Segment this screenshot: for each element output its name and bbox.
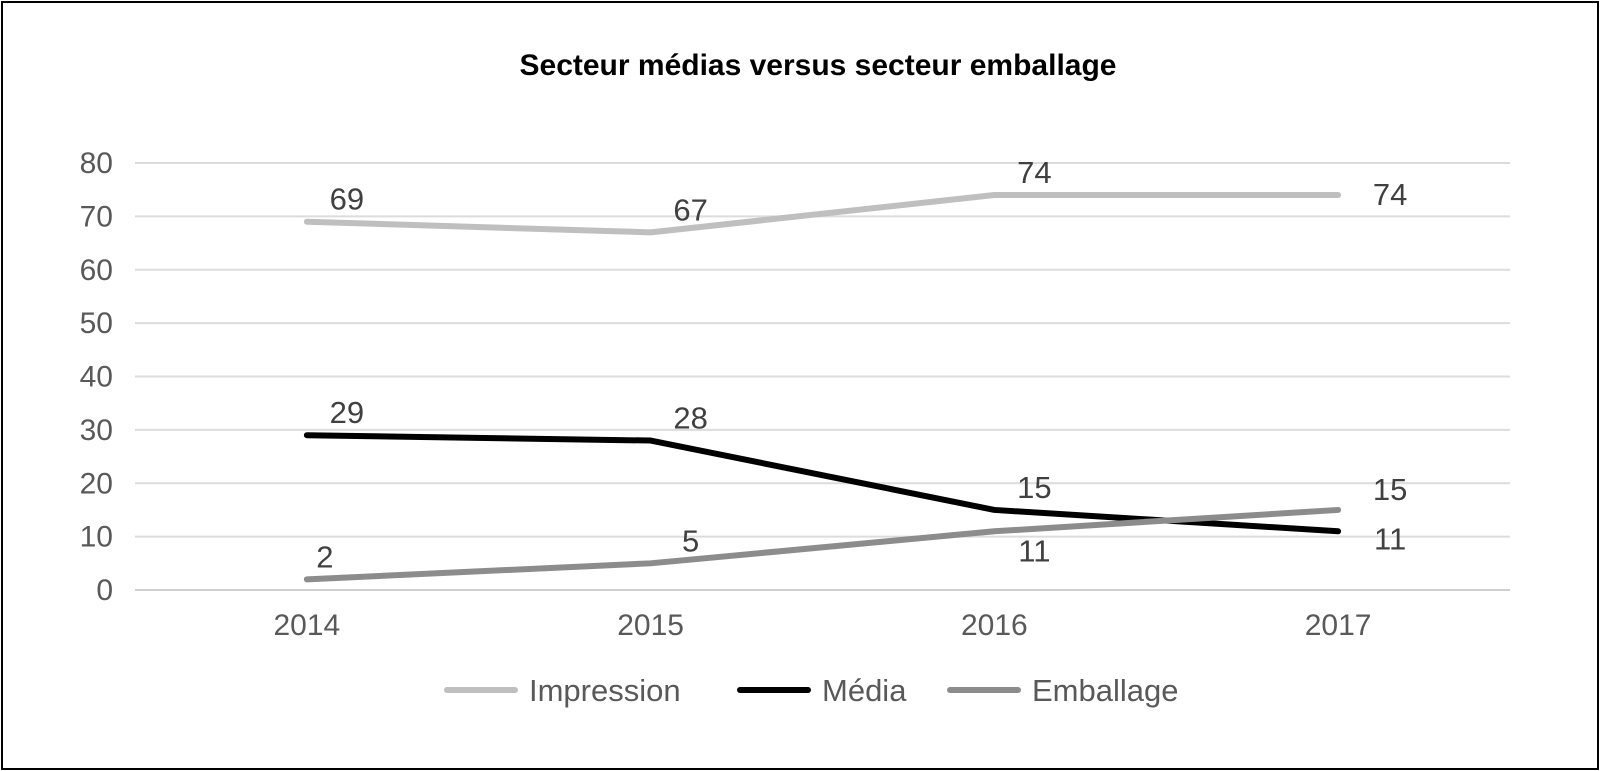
- x-tick-label-2016: 2016: [961, 609, 1028, 642]
- x-tick-label-2017: 2017: [1305, 609, 1372, 642]
- data-label-emballage-2016: 11: [1018, 533, 1050, 568]
- data-label-média-2015: 28: [673, 401, 707, 436]
- data-label-emballage-2017: 15: [1373, 472, 1407, 507]
- gridlines: [135, 162, 1510, 591]
- data-label-emballage-2015: 5: [682, 523, 699, 558]
- series-line-emballage: [303, 506, 1342, 583]
- series-line-impression: [303, 192, 1342, 236]
- data-label-impression-2017: 74: [1373, 177, 1407, 212]
- data-label-média-2016: 15: [1017, 470, 1051, 505]
- data-label-média-2014: 29: [330, 395, 364, 430]
- y-tick-label-10: 10: [80, 521, 113, 554]
- y-tick-label-80: 80: [80, 147, 113, 180]
- y-tick-label-50: 50: [80, 307, 113, 340]
- y-tick-label-0: 0: [96, 574, 113, 607]
- data-label-emballage-2014: 2: [316, 539, 333, 574]
- legend: Impression Média Emballage: [444, 673, 1178, 708]
- data-label-média-2017: 11: [1374, 521, 1406, 556]
- data-label-impression-2015: 67: [673, 192, 707, 227]
- x-tick-label-2015: 2015: [617, 609, 684, 642]
- legend-label-média: Média: [822, 673, 907, 708]
- y-tick-label-20: 20: [80, 467, 113, 500]
- series-lines: [303, 192, 1342, 583]
- x-axis-ticks: 2014 2015 2016 2017: [274, 609, 1372, 642]
- data-label-impression-2016: 74: [1017, 155, 1051, 190]
- x-tick-label-2014: 2014: [274, 609, 341, 642]
- chart-title: Secteur médias versus secteur emballage: [520, 49, 1117, 82]
- data-labels: 69 67 74 74 29 28 15 11 2 5 11 15: [316, 155, 1407, 574]
- data-label-impression-2014: 69: [330, 182, 364, 217]
- y-tick-label-40: 40: [80, 361, 113, 394]
- y-tick-label-30: 30: [80, 414, 113, 447]
- y-tick-label-60: 60: [80, 254, 113, 287]
- legend-label-impression: Impression: [529, 673, 681, 708]
- legend-label-emballage: Emballage: [1032, 673, 1178, 708]
- y-axis-ticks: 0 10 20 30 40 50 60 70 80: [80, 147, 113, 607]
- y-tick-label-70: 70: [80, 200, 113, 233]
